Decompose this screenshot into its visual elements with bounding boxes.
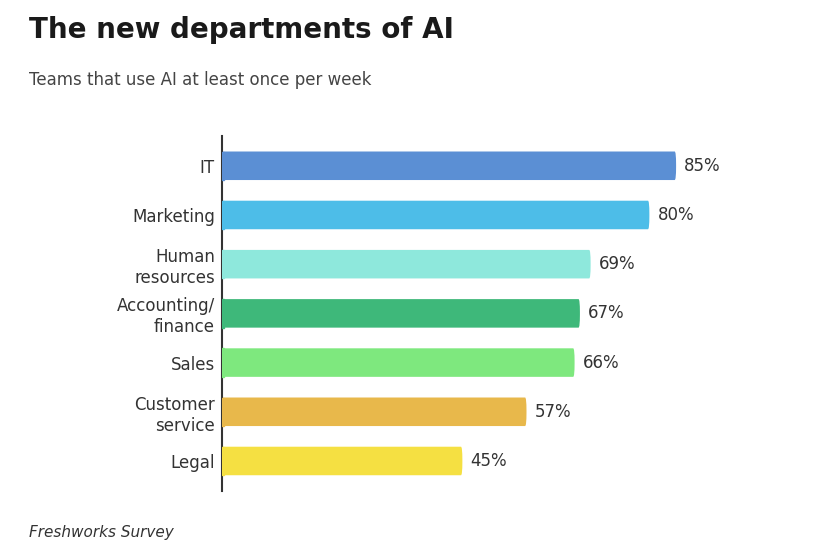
Bar bbox=[222, 447, 224, 475]
Text: 66%: 66% bbox=[583, 354, 619, 372]
FancyBboxPatch shape bbox=[222, 397, 527, 426]
FancyBboxPatch shape bbox=[222, 152, 676, 180]
FancyBboxPatch shape bbox=[222, 250, 591, 278]
Text: The new departments of AI: The new departments of AI bbox=[29, 16, 454, 44]
FancyBboxPatch shape bbox=[222, 348, 575, 377]
Bar bbox=[222, 250, 224, 278]
Bar bbox=[222, 299, 224, 328]
Text: 57%: 57% bbox=[534, 403, 571, 421]
FancyBboxPatch shape bbox=[222, 299, 580, 328]
FancyBboxPatch shape bbox=[222, 447, 462, 475]
Text: Teams that use AI at least once per week: Teams that use AI at least once per week bbox=[29, 71, 372, 89]
Bar bbox=[222, 397, 224, 426]
Bar bbox=[222, 152, 224, 180]
Text: 67%: 67% bbox=[588, 304, 625, 323]
Text: 45%: 45% bbox=[470, 452, 507, 470]
Text: 85%: 85% bbox=[684, 157, 721, 175]
Text: Freshworks Survey: Freshworks Survey bbox=[29, 524, 173, 540]
Bar bbox=[222, 348, 224, 377]
FancyBboxPatch shape bbox=[222, 201, 649, 229]
Bar bbox=[222, 201, 224, 229]
Text: 80%: 80% bbox=[658, 206, 694, 224]
Text: 69%: 69% bbox=[598, 255, 635, 273]
